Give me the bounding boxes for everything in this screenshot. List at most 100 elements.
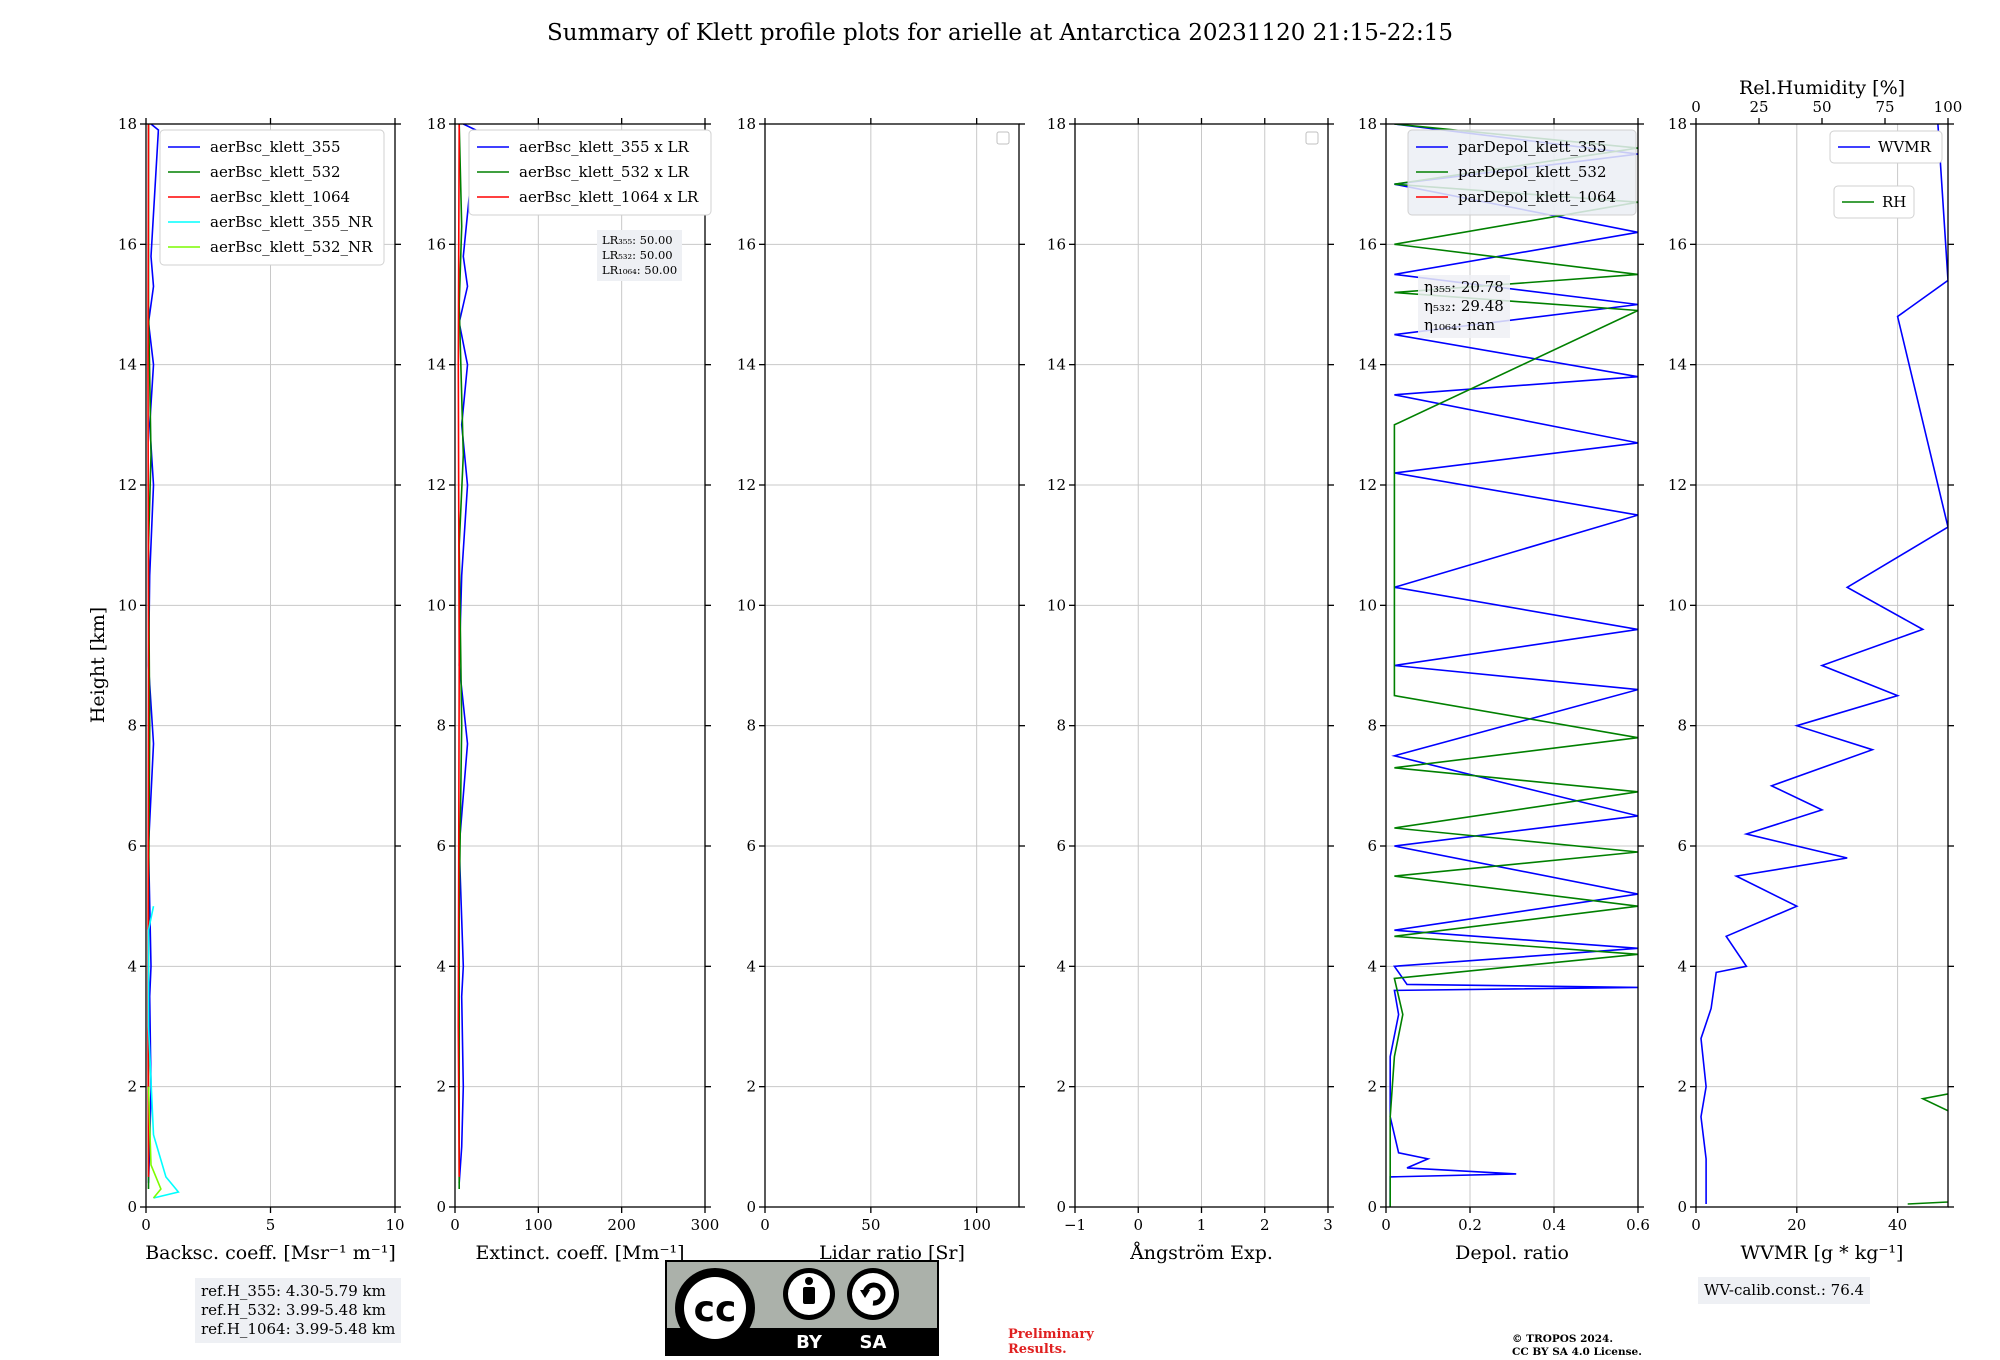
y-tick-label: 12 [737,476,756,494]
x-axis-label: Backsc. coeff. [Msr⁻¹ m⁻¹] [145,1242,396,1264]
y-tick-label: 4 [746,957,756,975]
x-tick-label: 0 [1691,1216,1701,1234]
legend-label: parDepol_klett_1064 [1458,188,1616,206]
preliminary-line1: Preliminary [1008,1327,1094,1342]
y-tick-label: 18 [1358,115,1377,133]
lr355-text: LR₃₅₅: 50.00 [602,233,673,247]
y-tick-label: 10 [427,596,446,614]
y-tick-label: 0 [127,1198,137,1216]
x-tick-label: 200 [607,1216,636,1234]
x-tick-label: 0 [1133,1216,1143,1234]
x-tick-label: 0 [1381,1216,1391,1234]
y-tick-label: 8 [1677,717,1687,735]
copyright-note: © TROPOS 2024. CC BY SA 4.0 License. [1512,1333,1642,1359]
empty-legend-box [1305,131,1319,145]
eta1064-text: η₁₀₆₄: nan [1424,316,1496,334]
x-tick-label: 0 [141,1216,151,1234]
x-tick-label: −1 [1064,1216,1086,1234]
series-line-aerBsc_klett_1064 [147,124,150,1177]
x-tick-label: 0 [450,1216,460,1234]
y-tick-label: 14 [737,356,756,374]
y-tick-label: 18 [118,115,137,133]
wv-calibration-box: WV-calib.const.: 76.4 [1698,1277,1871,1304]
x-tick-label: 0.6 [1626,1216,1650,1234]
y-tick-label: 8 [436,717,446,735]
legend-label: aerBsc_klett_532_NR [210,238,373,256]
series-line-aerBsc_klett_532_NR [147,1086,162,1199]
x-axis-label: Extinct. coeff. [Mm⁻¹] [475,1242,684,1264]
y-tick-label: 12 [427,476,446,494]
y-tick-label: 14 [1358,356,1377,374]
y-tick-label: 6 [1677,837,1687,855]
y-tick-label: 4 [1367,957,1377,975]
y-tick-label: 8 [1056,717,1066,735]
series-line-aerBsc_klett_355 [147,124,160,1183]
x-tick-label: 0.2 [1458,1216,1482,1234]
x-tick-label: 0 [760,1216,770,1234]
cc-license-badge: cc BY SA [665,1260,939,1356]
y-tick-label: 16 [1358,235,1377,253]
legend-box [1407,129,1637,216]
series-line-WVMR [1700,124,1948,1204]
x-tick-label: 1 [1197,1216,1207,1234]
legend-box [159,129,385,266]
y-tick-label: 2 [746,1078,756,1096]
series-line-aerBsc_klett_1064 x LR [457,124,461,1177]
y-tick-label: 12 [1358,476,1377,494]
y-tick-label: 18 [427,115,446,133]
legend-label: aerBsc_klett_355 [210,138,341,156]
x-tick-label: 3 [1323,1216,1333,1234]
series-line-aerBsc_klett_355_NR [147,906,180,1199]
legend-label: RH [1882,193,1906,211]
series-line-aerBsc_klett_355 x LR [458,124,477,1183]
y-tick-label: 12 [1668,476,1687,494]
x-tick-label: 2 [1260,1216,1270,1234]
lr1064-text: LR₁₀₆₄: 50.00 [602,263,678,277]
x2-tick-label: 50 [1812,98,1831,116]
x-tick-label: 0.4 [1542,1216,1566,1234]
y-tick-label: 4 [1677,957,1687,975]
y-tick-label: 14 [1668,356,1687,374]
y-tick-label: 16 [1668,235,1687,253]
panel-backscatter: 0 2 4 6 8 10 12 14 16 18 0 5 10 Backsc. coeff. [Msr⁻¹… [118,115,405,1264]
x-tick-label: 100 [524,1216,553,1234]
y-tick-label: 16 [737,235,756,253]
y-tick-label: 16 [118,235,137,253]
y-axis-label: Height [km] [87,607,109,723]
legend-box [468,129,712,216]
panel-extinction: 0 2 4 6 8 10 12 14 16 18 0 100 200 300 Extinct. coeff.… [427,115,719,1264]
ref-height-1064: ref.H_1064: 3.99-5.48 km [201,1320,396,1338]
y-tick-label: 6 [436,837,446,855]
empty-legend-box [996,131,1010,145]
preliminary-results-note: Preliminary Results. [1008,1327,1094,1357]
x-tick-label: 50 [861,1216,880,1234]
x-axis-label: Ångström Exp. [1129,1242,1273,1264]
y-tick-label: 2 [1367,1078,1377,1096]
x-axis-label: Lidar ratio [Sr] [819,1242,965,1264]
plot-frame [1385,123,1639,1208]
y-tick-label: 10 [737,596,756,614]
y-tick-label: 18 [1047,115,1066,133]
y-tick-label: 2 [1056,1078,1066,1096]
legend-label: WVMR [1878,138,1932,156]
sa-text: SA [860,1332,887,1353]
x-axis-label: Depol. ratio [1455,1242,1569,1264]
ref-height-532: ref.H_532: 3.99-5.48 km [201,1301,386,1319]
y-tick-label: 0 [1367,1198,1377,1216]
y-tick-label: 0 [436,1198,446,1216]
y-tick-label: 6 [1056,837,1066,855]
y-tick-label: 14 [1047,356,1066,374]
y-tick-label: 16 [427,235,446,253]
y-tick-label: 2 [1677,1078,1687,1096]
y-tick-label: 16 [1047,235,1066,253]
lidar-ratio-annotation: LR₃₅₅: 50.00 LR₅₃₂: 50.00 LR₁₀₆₄: 50.00 [597,230,683,281]
preliminary-line2: Results. [1008,1342,1067,1357]
legend-label: aerBsc_klett_532 x LR [519,163,690,181]
eta355-text: η₃₅₅: 20.78 [1424,278,1504,296]
x2-axis-label: Rel.Humidity [%] [1739,77,1905,99]
x-tick-label: 20 [1787,1216,1806,1234]
y-tick-label: 6 [127,837,137,855]
eta-annotation: η₃₅₅: 20.78 η₅₃₂: 29.48 η₁₀₆₄: nan [1418,275,1510,338]
